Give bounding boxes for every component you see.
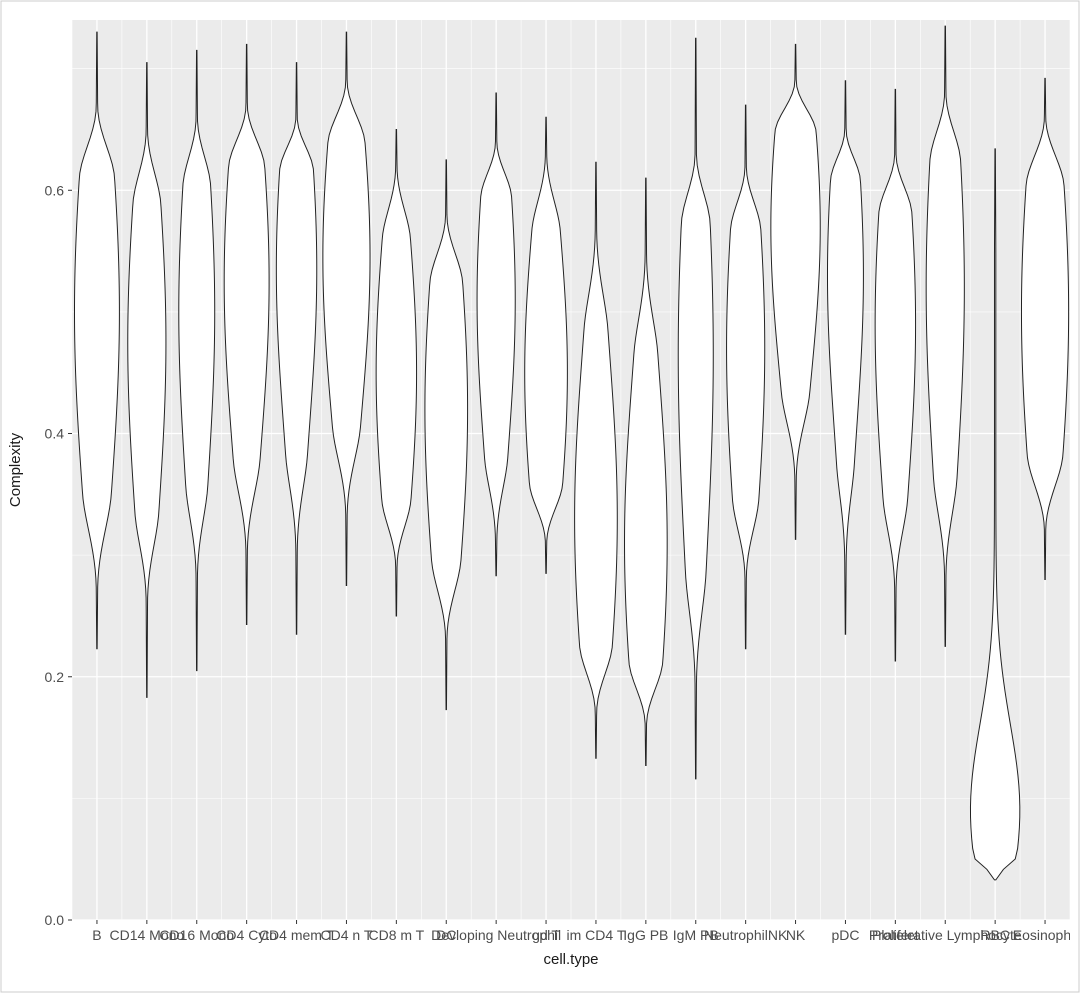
x-tick-label: IgG PB <box>623 927 668 943</box>
x-axis-title: cell.type <box>543 951 598 968</box>
y-tick-label: 0.2 <box>45 669 65 685</box>
x-tick-label: NeutrophilNK <box>704 927 788 943</box>
x-tick-label: gd T <box>532 927 560 943</box>
y-tick-label: 0.0 <box>45 912 65 928</box>
x-tick-label-group: BCD14 MonoCD16 MonoCD4 CytoCD4 mem TCD4 … <box>92 927 1077 943</box>
y-axis-title: Complexity <box>7 432 24 507</box>
x-tick-label: RBC <box>980 927 1010 943</box>
violin-chart: 0.0 0.2 0.4 0.6 BCD14 MonoCD16 MonoCD4 CytoC… <box>0 0 1080 993</box>
y-tick-label: 0.6 <box>45 182 65 198</box>
y-tick-label: 0.4 <box>45 426 65 442</box>
x-tick-label: pDC <box>831 927 859 943</box>
x-tick-label: B <box>92 927 101 943</box>
x-tick-label: CD4 n T <box>321 927 373 943</box>
x-tick-label: im CD4 T <box>567 927 626 943</box>
x-tick-label: NK <box>786 927 806 943</box>
x-tick-label: CD8 m T <box>368 927 424 943</box>
chart-svg: 0.0 0.2 0.4 0.6 BCD14 MonoCD16 MonoCD4 CytoC… <box>0 0 1080 993</box>
x-tick-label: Eosinophil <box>1013 927 1078 943</box>
